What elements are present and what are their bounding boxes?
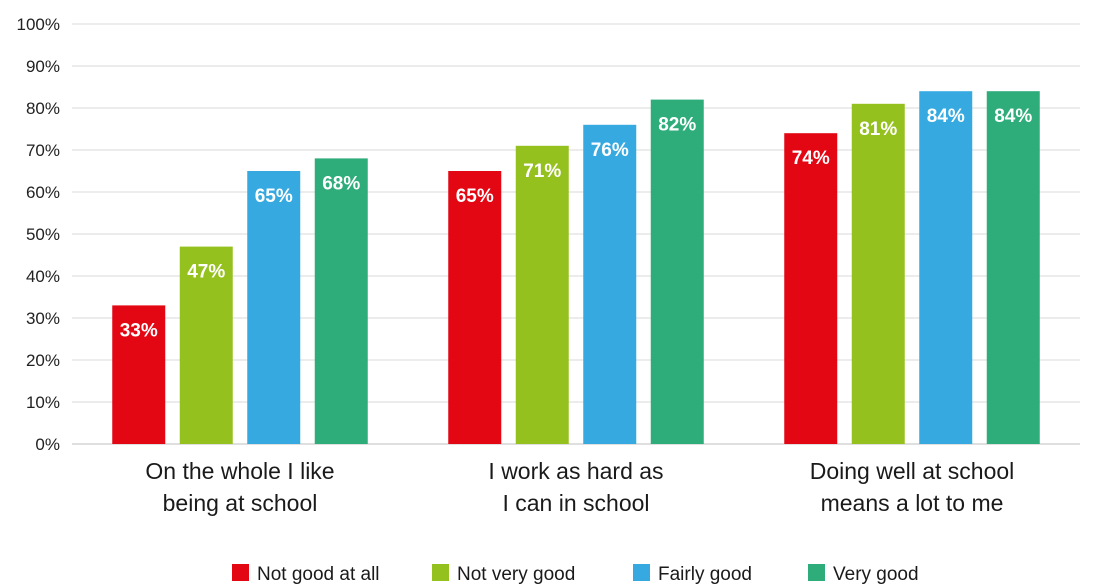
- x-axis: On the whole I like being at school I work…: [145, 458, 1014, 516]
- y-axis: 0% 10% 20% 30% 40% 50% 60% 70% 80% 90% 100%: [17, 15, 60, 454]
- data-label: 84%: [994, 106, 1032, 127]
- y-tick-label: 100%: [17, 15, 60, 34]
- bar: [314, 158, 368, 444]
- legend-label: Fairly good: [658, 564, 752, 585]
- legend-swatch: [232, 564, 249, 581]
- category-label: being at school: [163, 490, 318, 516]
- bar: [986, 91, 1040, 444]
- bar: [784, 133, 838, 444]
- bar: [247, 171, 301, 444]
- legend-swatch: [633, 564, 650, 581]
- y-tick-label: 80%: [26, 99, 60, 118]
- bar: [851, 103, 905, 445]
- data-label: 71%: [523, 161, 561, 182]
- y-tick-label: 10%: [26, 393, 60, 412]
- legend-label: Not very good: [457, 564, 575, 585]
- category-label: Doing well at school: [810, 458, 1015, 484]
- y-tick-label: 30%: [26, 309, 60, 328]
- data-label: 68%: [322, 173, 360, 194]
- data-label: 81%: [859, 119, 897, 140]
- category-label: On the whole I like: [145, 458, 334, 484]
- bar: [448, 171, 502, 444]
- y-tick-label: 40%: [26, 267, 60, 286]
- data-label: 74%: [792, 148, 830, 169]
- data-label: 65%: [456, 186, 494, 207]
- data-label: 84%: [927, 106, 965, 127]
- legend-label: Not good at all: [257, 564, 380, 585]
- bars: 33% 47% 65% 68% 65% 71% 76% 82% 74% 81% 84% 84%: [112, 91, 1040, 445]
- bar: [515, 145, 569, 445]
- data-label: 47%: [187, 262, 225, 283]
- legend-swatch: [808, 564, 825, 581]
- y-tick-label: 20%: [26, 351, 60, 370]
- legend: Not good at all Not very good Fairly good V…: [232, 564, 919, 585]
- bar: [179, 246, 233, 444]
- y-tick-label: 60%: [26, 183, 60, 202]
- data-label: 65%: [255, 186, 293, 207]
- data-label: 76%: [591, 140, 629, 161]
- legend-swatch: [432, 564, 449, 581]
- gridlines: [72, 23, 1080, 445]
- legend-label: Very good: [833, 564, 919, 585]
- category-label: I can in school: [502, 490, 649, 516]
- bar: [919, 91, 973, 444]
- y-tick-label: 90%: [26, 57, 60, 76]
- y-tick-label: 70%: [26, 141, 60, 160]
- bar: [583, 124, 637, 445]
- y-tick-label: 50%: [26, 225, 60, 244]
- data-label: 33%: [120, 320, 158, 341]
- y-tick-label: 0%: [35, 435, 60, 454]
- category-label: means a lot to me: [821, 490, 1004, 516]
- bar: [650, 99, 704, 444]
- data-label: 82%: [658, 115, 696, 136]
- category-label: I work as hard as: [488, 458, 663, 484]
- bar: [112, 305, 166, 444]
